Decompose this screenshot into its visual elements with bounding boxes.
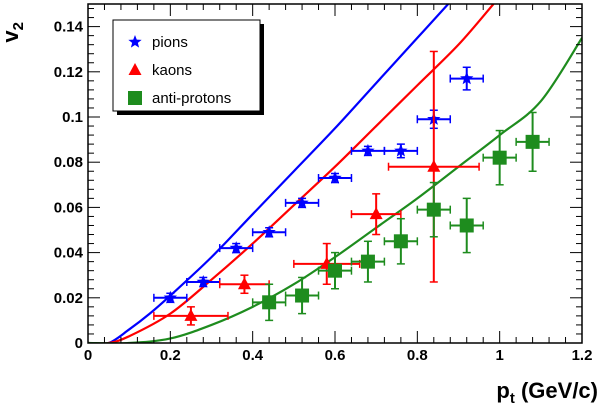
kaons-marker (237, 277, 251, 290)
pions-marker (361, 143, 375, 157)
kaons-point (153, 306, 229, 326)
anti-protons-point (416, 181, 452, 238)
legend: pions kaons anti-protons (112, 19, 264, 115)
anti-protons-marker (525, 134, 540, 149)
legend-anti-protons-label: anti-protons (152, 90, 231, 107)
x-tick-label: 0 (84, 347, 92, 364)
y-tick-label: 0.04 (54, 245, 84, 262)
x-tick-label: 0.8 (407, 347, 428, 364)
y-tick-label: 0.14 (54, 19, 84, 36)
pions-marker (196, 274, 210, 288)
pions-point (317, 171, 353, 184)
legend-kaons-marker (128, 63, 142, 75)
anti-protons-marker (360, 254, 375, 269)
data-points (153, 50, 550, 326)
anti-protons-marker (328, 263, 342, 278)
anti-protons-point (383, 217, 419, 265)
anti-protons-marker (393, 234, 408, 249)
model-curve-1 (88, 4, 450, 343)
kaons-point (387, 50, 480, 283)
legend-anti-protons-marker (128, 91, 142, 105)
legend-box (112, 19, 261, 112)
pions-marker (163, 290, 177, 304)
pions-point (218, 241, 254, 254)
anti-protons-marker (295, 288, 310, 303)
anti-protons-point (251, 283, 287, 322)
kaons-point (350, 193, 402, 236)
x-tick-label: 1 (495, 347, 503, 364)
y-tick-label: 0.08 (54, 154, 83, 171)
anti-protons-point (449, 197, 484, 254)
y-tick-label: 0.1 (62, 109, 83, 126)
y-axis-title-subscript: 2 (10, 22, 27, 30)
anti-protons-point (350, 240, 386, 283)
y-axis-title-main: v (0, 30, 23, 43)
axis-ticks (87, 4, 583, 344)
anti-protons-point (317, 251, 353, 290)
y-tick-label: 0.12 (54, 64, 83, 81)
x-tick-label: 0.2 (160, 347, 181, 364)
anti-protons-marker (426, 202, 441, 217)
pions-marker (262, 225, 276, 238)
kaons-point (218, 274, 270, 295)
pions-marker (328, 171, 342, 184)
anti-protons-point (515, 111, 550, 172)
legend-pions-label: pions (152, 34, 188, 51)
pions-point (251, 225, 287, 238)
axis-tick-labels: 0 0.2 0.4 0.6 0.8 1 1.2 0 0.02 0.04 0.06 0.08 0.1 0.1… (54, 19, 593, 364)
legend-pions-marker (128, 35, 142, 48)
pions-point (449, 66, 484, 91)
x-tick-label: 1.2 (572, 347, 593, 364)
y-tick-label: 0 (75, 335, 83, 352)
pions-marker (295, 195, 309, 209)
legend-entries: pions kaons anti-protons (128, 34, 231, 107)
pions-point (153, 290, 188, 304)
x-axis-title-main: p (496, 378, 509, 403)
anti-protons-point (284, 276, 320, 315)
pions-marker (394, 143, 408, 157)
x-axis-title: pt (GeV/c) (496, 378, 598, 407)
y-axis-title: v2 (0, 22, 27, 43)
y-tick-label: 0.06 (54, 199, 83, 216)
kaons-marker (184, 308, 198, 321)
pions-marker (460, 71, 474, 85)
anti-protons-marker (459, 218, 474, 233)
pions-point (284, 195, 320, 209)
kaons-marker (369, 207, 383, 220)
pions-point (383, 143, 419, 159)
y-tick-label: 0.02 (54, 290, 83, 307)
x-axis-title-subscript: t (510, 390, 515, 407)
x-tick-label: 0.6 (325, 347, 346, 364)
model-curve-2 (88, 4, 495, 343)
x-axis-title-unit: (GeV/c) (515, 378, 598, 403)
kaons-marker (427, 159, 441, 172)
x-tick-label: 0.4 (242, 347, 264, 364)
anti-protons-point (482, 129, 517, 186)
anti-protons-marker (262, 295, 277, 310)
anti-protons-marker (492, 150, 507, 165)
legend-kaons-label: kaons (152, 62, 192, 79)
pions-marker (229, 241, 243, 254)
